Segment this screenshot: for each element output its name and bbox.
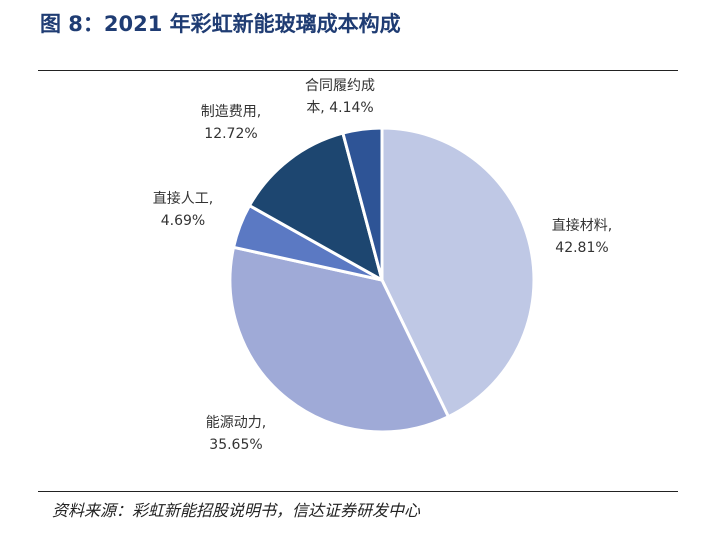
- slice-label-4: 制造费用, 12.72%: [201, 104, 261, 142]
- slice-label-2: 能源动力, 35.65%: [206, 415, 266, 453]
- pie-slice-2: [228, 245, 451, 434]
- pie-slice-4: [247, 131, 385, 284]
- chart-title: 图 8：2021 年彩虹新能玻璃成本构成: [40, 12, 401, 36]
- top-rule: [38, 70, 678, 71]
- pie-slice-5: [341, 126, 384, 281]
- source-note: 资料来源：彩虹新能招股说明书，信达证券研发中心: [52, 501, 421, 520]
- bottom-rule: [38, 491, 678, 492]
- slice-label-1: 直接材料, 42.81%: [552, 217, 612, 256]
- slice-label-5: 合同履约成本, 4.14%: [305, 78, 375, 116]
- pie-slice-1: [380, 126, 536, 419]
- slice-label-3: 直接人工, 4.69%: [153, 190, 213, 229]
